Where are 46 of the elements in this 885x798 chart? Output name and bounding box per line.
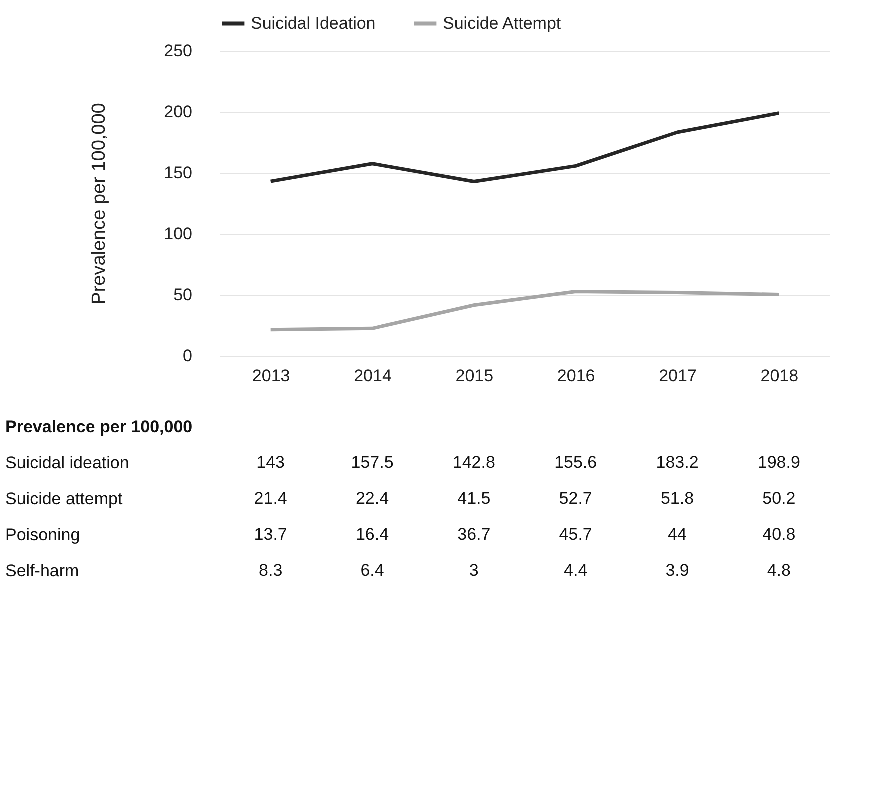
y-tick-label: 250: [164, 42, 192, 60]
text: 44: [668, 525, 687, 544]
line-series: [269, 290, 781, 332]
data-label: 142.8: [452, 453, 496, 472]
text: 13.7: [254, 525, 288, 544]
text: 40.8: [762, 525, 796, 544]
text: 16.4: [356, 525, 390, 544]
text: 4.4: [564, 561, 588, 580]
y-tick-label: 100: [164, 224, 192, 244]
line-series: [269, 112, 781, 184]
data-label: 155.6: [554, 453, 598, 472]
text: 3.9: [666, 561, 690, 580]
x-tick-label: 2014: [354, 366, 392, 386]
text: Poisoning: [6, 526, 80, 544]
data-label: 41.5: [458, 489, 491, 508]
data-label: 51.8: [660, 489, 694, 508]
text: 3: [469, 561, 479, 580]
data-label: 157.5: [351, 453, 394, 472]
y-axis-title: Prevalence per 100,000: [89, 103, 110, 305]
data-label: 143: [256, 453, 286, 472]
data-label: 50.2: [762, 489, 796, 508]
x-tick-label: 2013: [252, 366, 290, 386]
data-label: 52.7: [559, 489, 592, 508]
legend-label: Suicidal Ideation: [251, 14, 376, 33]
text: Suicidal ideation: [6, 454, 130, 472]
text: Suicide attempt: [6, 490, 123, 508]
legend-label: Suicide Attempt: [443, 14, 562, 33]
text: Prevalence per 100,000: [6, 418, 193, 436]
text: Self-harm: [6, 562, 80, 580]
y-tick-label: 150: [164, 164, 192, 182]
y-tick-label: 50: [174, 286, 192, 304]
text: 36.7: [458, 525, 491, 544]
text: 45.7: [559, 525, 592, 544]
data-label: 183.2: [656, 453, 699, 472]
x-tick-label: 2018: [760, 366, 799, 386]
data-label: 21.4: [254, 489, 288, 508]
text: 6.4: [360, 561, 384, 580]
data-label: 22.4: [356, 489, 390, 508]
text: 8.3: [259, 561, 283, 580]
x-tick-label: 2016: [557, 366, 596, 386]
y-tick-label: 200: [164, 102, 192, 122]
y-tick-label: 0: [183, 346, 192, 366]
data-label: 198.9: [758, 453, 800, 472]
x-tick-label: 2015: [456, 366, 494, 386]
x-tick-label: 2017: [659, 366, 697, 386]
text: 4.8: [767, 561, 791, 580]
